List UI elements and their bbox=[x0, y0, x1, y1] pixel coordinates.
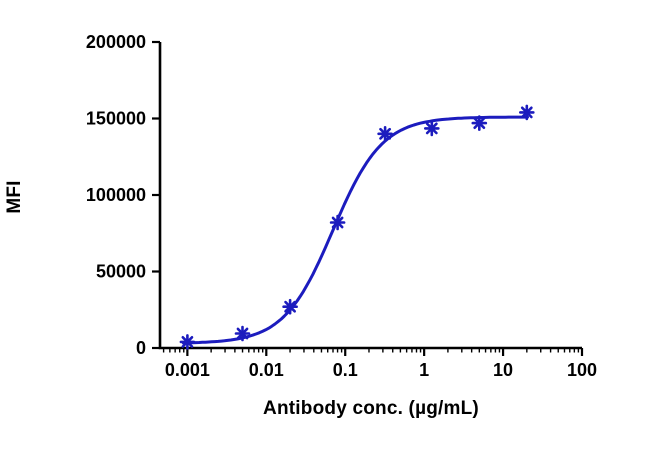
tick-label: 10 bbox=[493, 360, 513, 380]
fit-curve bbox=[181, 115, 529, 345]
tick-label: 0.1 bbox=[333, 360, 358, 380]
tick-label: 100 bbox=[567, 360, 597, 380]
x-axis-title: Antibody conc. (µg/mL) bbox=[263, 398, 479, 419]
y-axis-title: MFI bbox=[4, 180, 25, 214]
tick-label: 0.001 bbox=[165, 360, 210, 380]
tick-label: 150000 bbox=[86, 109, 146, 129]
data-point-marker bbox=[377, 126, 393, 142]
data-point-marker bbox=[423, 120, 440, 137]
tick-label: 100000 bbox=[86, 185, 146, 205]
tick-label: 0.01 bbox=[249, 360, 284, 380]
tick-label: 0 bbox=[136, 338, 146, 358]
tick-label: 50000 bbox=[96, 262, 146, 282]
data-point-marker bbox=[518, 104, 535, 121]
data-point-marker bbox=[282, 298, 298, 315]
data-point-marker bbox=[329, 214, 346, 231]
tick-label: 200000 bbox=[86, 32, 146, 52]
data-point-marker bbox=[471, 115, 488, 131]
data-point-marker bbox=[234, 325, 251, 342]
data-point-marker bbox=[179, 334, 196, 350]
tick-label: 1 bbox=[419, 360, 429, 380]
